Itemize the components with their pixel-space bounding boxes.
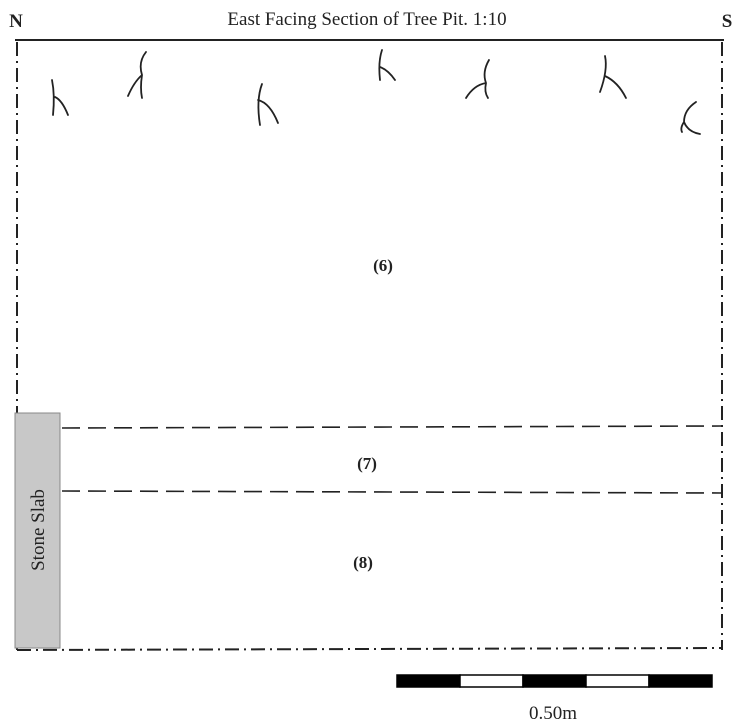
scale-bar — [396, 674, 713, 688]
north-label: N — [9, 11, 23, 32]
scale-label: 0.50m — [529, 703, 577, 724]
title: East Facing Section of Tree Pit. 1:10 — [227, 9, 506, 30]
layer-label: (8) — [353, 553, 373, 572]
layer-label: (7) — [357, 454, 377, 473]
layer-label: (6) — [373, 256, 393, 275]
south-label: S — [722, 11, 733, 32]
roots — [51, 49, 701, 135]
stone-slab-label: Stone Slab — [28, 489, 49, 571]
stone-slab — [14, 412, 61, 649]
